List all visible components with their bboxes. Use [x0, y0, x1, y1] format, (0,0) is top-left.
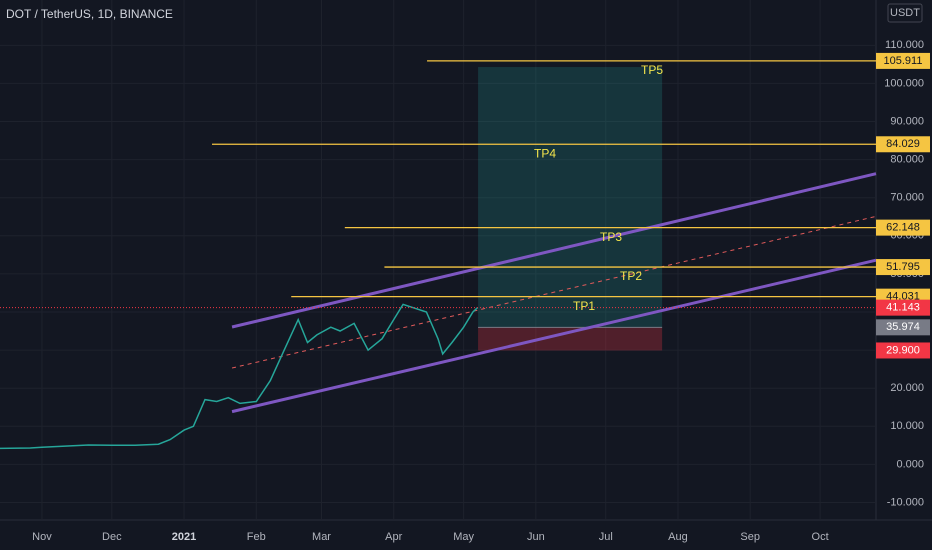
x-tick-label: May — [453, 531, 474, 543]
y-tick-label: 20.000 — [890, 382, 924, 394]
x-tick-label: Sep — [740, 531, 760, 543]
y-tick-label: 0.000 — [896, 458, 924, 470]
level-label: 51.795 — [886, 261, 920, 273]
level-label: 44.031 — [886, 291, 920, 303]
x-tick-label: Jul — [599, 531, 613, 543]
chart-title: DOT / TetherUS, 1D, BINANCE — [6, 7, 173, 21]
x-tick-label: Dec — [102, 531, 122, 543]
level-label: 84.029 — [886, 138, 920, 150]
y-tick-label: 80.000 — [890, 154, 924, 166]
level-name: TP3 — [600, 230, 622, 244]
currency-box[interactable] — [887, 3, 923, 23]
price-marker: 29.900 — [886, 344, 920, 356]
level-name: TP4 — [534, 146, 556, 160]
y-tick-label: 110.000 — [885, 39, 924, 51]
x-tick-label: Apr — [385, 531, 402, 543]
loss-zone — [478, 327, 663, 351]
level-label: 62.148 — [886, 222, 920, 234]
axis: -10.0000.00010.00020.00030.00040.00050.0… — [32, 39, 930, 543]
x-tick-label: Mar — [312, 531, 331, 543]
channel-line — [231, 215, 877, 369]
level-name: TP5 — [641, 63, 663, 77]
level-label-bg — [876, 219, 930, 236]
level-label-bg — [876, 136, 930, 153]
price-marker: 41.143 — [886, 302, 920, 314]
x-tick-label: Oct — [812, 531, 829, 543]
profit-zone — [478, 67, 663, 328]
y-tick-label: 100.000 — [884, 77, 924, 89]
y-tick-label: 90.000 — [890, 115, 924, 127]
level-label-bg — [876, 259, 930, 276]
level-name: TP1 — [573, 299, 595, 313]
price-marker-bg — [876, 319, 930, 336]
price-marker-bg — [876, 342, 930, 359]
x-tick-label: 2021 — [172, 531, 196, 543]
x-tick-label: Jun — [527, 531, 545, 543]
price-marker: 35.974 — [886, 321, 920, 333]
price-marker-bg — [876, 299, 930, 316]
channel-line — [231, 172, 877, 329]
currency[interactable]: USDT — [890, 7, 920, 19]
y-tick-label: 10.000 — [890, 420, 924, 432]
y-tick-label: -10.000 — [887, 496, 924, 508]
grid — [0, 0, 876, 520]
x-tick-label: Feb — [247, 531, 266, 543]
y-tick-label: 70.000 — [890, 192, 924, 204]
channel-line — [231, 258, 877, 414]
level-label-bg — [876, 52, 930, 69]
x-tick-label: Nov — [32, 531, 52, 543]
plot: TP5 TP4 TP3 TP2 TP1 — [0, 60, 877, 450]
level-label: 105.911 — [884, 55, 923, 67]
level-name: TP2 — [620, 269, 642, 283]
x-tick-label: Aug — [668, 531, 688, 543]
price-line — [0, 303, 479, 450]
